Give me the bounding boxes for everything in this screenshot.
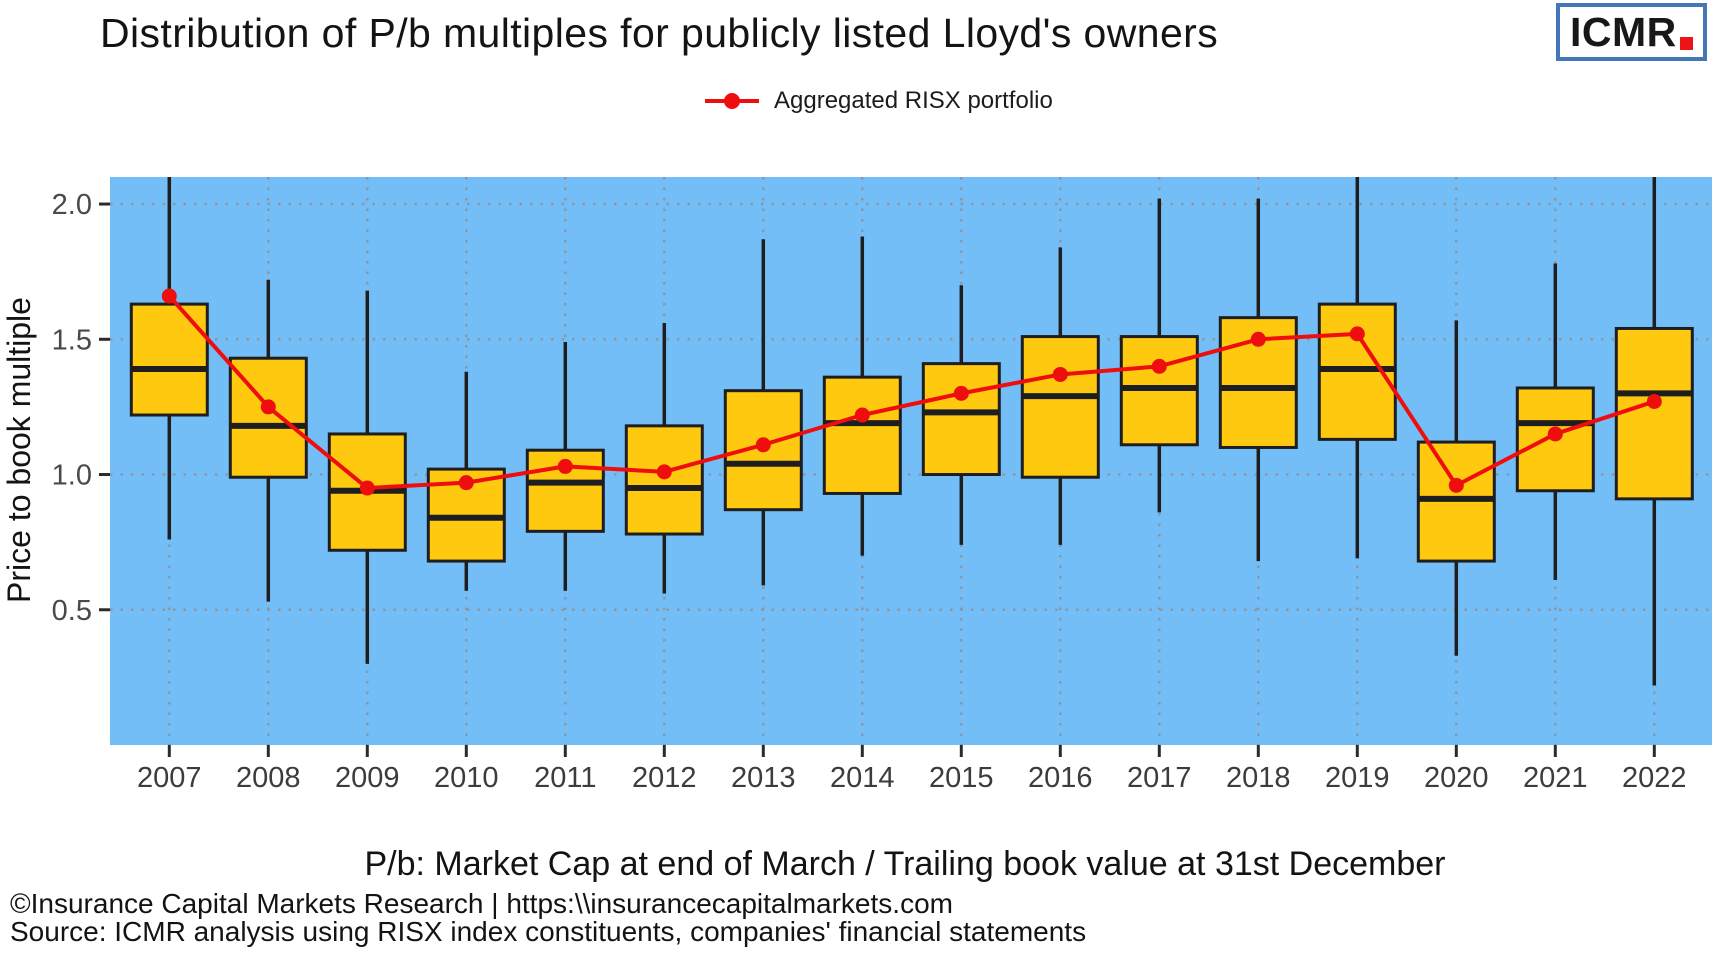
risx-point-2016: [1052, 366, 1068, 382]
x-tick-label-2014: 2014: [830, 762, 895, 794]
chart-caption: P/b: Market Cap at end of March / Traili…: [364, 845, 1446, 883]
x-tick-label-2008: 2008: [236, 762, 301, 794]
y-tick-label-1.5: 1.5: [52, 324, 92, 356]
legend-label: Aggregated RISX portfolio: [774, 87, 1053, 114]
risx-point-2013: [755, 437, 771, 453]
x-tick-label-2010: 2010: [434, 762, 499, 794]
page-title: Distribution of P/b multiples for public…: [100, 10, 1219, 56]
x-tick-label-2007: 2007: [137, 762, 202, 794]
x-tick-label-2013: 2013: [731, 762, 796, 794]
risx-point-2020: [1448, 477, 1464, 493]
y-tick-label-1.0: 1.0: [52, 460, 92, 492]
box-2015: [921, 362, 1001, 477]
risx-point-2012: [656, 464, 672, 480]
x-tick-label-2022: 2022: [1622, 762, 1687, 794]
risx-line: [167, 294, 1657, 491]
risx-point-2009: [359, 480, 375, 496]
icmr-logo-red-square-icon: [1679, 36, 1693, 50]
x-tick-label-2019: 2019: [1325, 762, 1390, 794]
icmr-logo-text: ICMR: [1570, 8, 1677, 55]
risx-point-2019: [1349, 326, 1365, 342]
copyright-footer: ©Insurance Capital Markets Research | ht…: [10, 888, 953, 919]
risx-point-2007: [161, 288, 177, 304]
y-axis-title: Price to book multiple: [1, 297, 37, 603]
legend-line-dot-icon: [705, 85, 759, 117]
risx-point-2008: [260, 399, 276, 415]
x-tick-label-2009: 2009: [335, 762, 400, 794]
x-tick-label-2012: 2012: [632, 762, 697, 794]
x-tick-label-2021: 2021: [1523, 762, 1588, 794]
risx-point-2014: [854, 407, 870, 423]
legend-dot-icon: [724, 93, 740, 109]
box-2012: [624, 424, 704, 536]
box-2014: [822, 375, 902, 495]
icmr-logo: ICMR: [1556, 3, 1707, 61]
risx-point-2011: [557, 458, 573, 474]
box-2022: [1614, 326, 1694, 501]
risx-point-2017: [1151, 358, 1167, 374]
x-tick-label-2016: 2016: [1028, 762, 1093, 794]
box-2007: [129, 302, 209, 417]
x-tick-label-2020: 2020: [1424, 762, 1489, 794]
x-tick-label-2015: 2015: [929, 762, 994, 794]
x-tick-label-2018: 2018: [1226, 762, 1291, 794]
risx-point-2010: [458, 475, 474, 491]
box-2011: [525, 448, 605, 533]
risx-point-2021: [1547, 426, 1563, 442]
y-tick-label-2.0: 2.0: [52, 189, 92, 221]
risx-point-2018: [1250, 331, 1266, 347]
box-2016: [1020, 335, 1100, 479]
source-footer: Source: ICMR analysis using RISX index c…: [10, 916, 1087, 947]
y-tick-label-0.5: 0.5: [52, 595, 92, 627]
risx-point-2022: [1646, 393, 1662, 409]
x-tick-label-2011: 2011: [534, 762, 596, 794]
legend: Aggregated RISX portfolio: [705, 85, 1053, 117]
risx-point-2015: [953, 385, 969, 401]
x-tick-label-2017: 2017: [1127, 762, 1192, 794]
